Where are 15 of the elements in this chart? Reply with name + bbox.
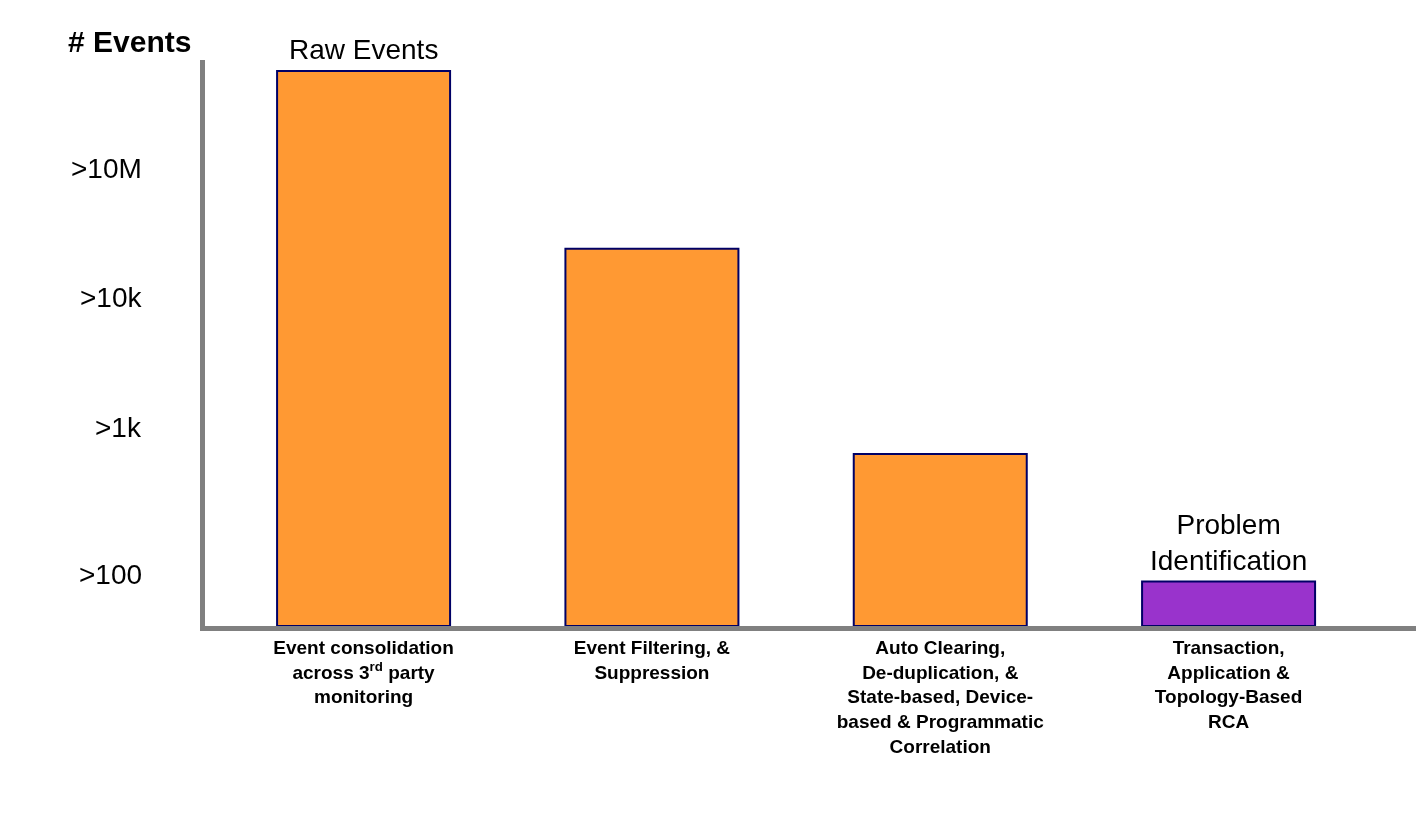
y-axis-title: # Events xyxy=(68,25,192,58)
annotation: Problem Identification xyxy=(1150,509,1308,577)
text: >10k xyxy=(80,282,143,313)
bar xyxy=(276,70,452,626)
text: >100 xyxy=(79,559,143,590)
bar xyxy=(564,247,740,626)
annotation: Raw Events xyxy=(289,34,439,65)
text: >1k xyxy=(95,412,142,443)
bar xyxy=(1141,580,1317,626)
x-tick-label: Event consolidation across 3$^{rd}$ party monitoring xyxy=(273,636,454,708)
bar xyxy=(852,452,1028,626)
x-tick-label: Auto Clearing, De-duplication, & State-based, Device- based & Programmatic Correlation xyxy=(836,636,1045,757)
x-tick-label: Transaction, Application & Topology-Based RCA xyxy=(1154,636,1303,732)
x-tick-label: Event Filtering, & Suppression xyxy=(573,636,731,683)
text: >10M xyxy=(71,153,142,184)
